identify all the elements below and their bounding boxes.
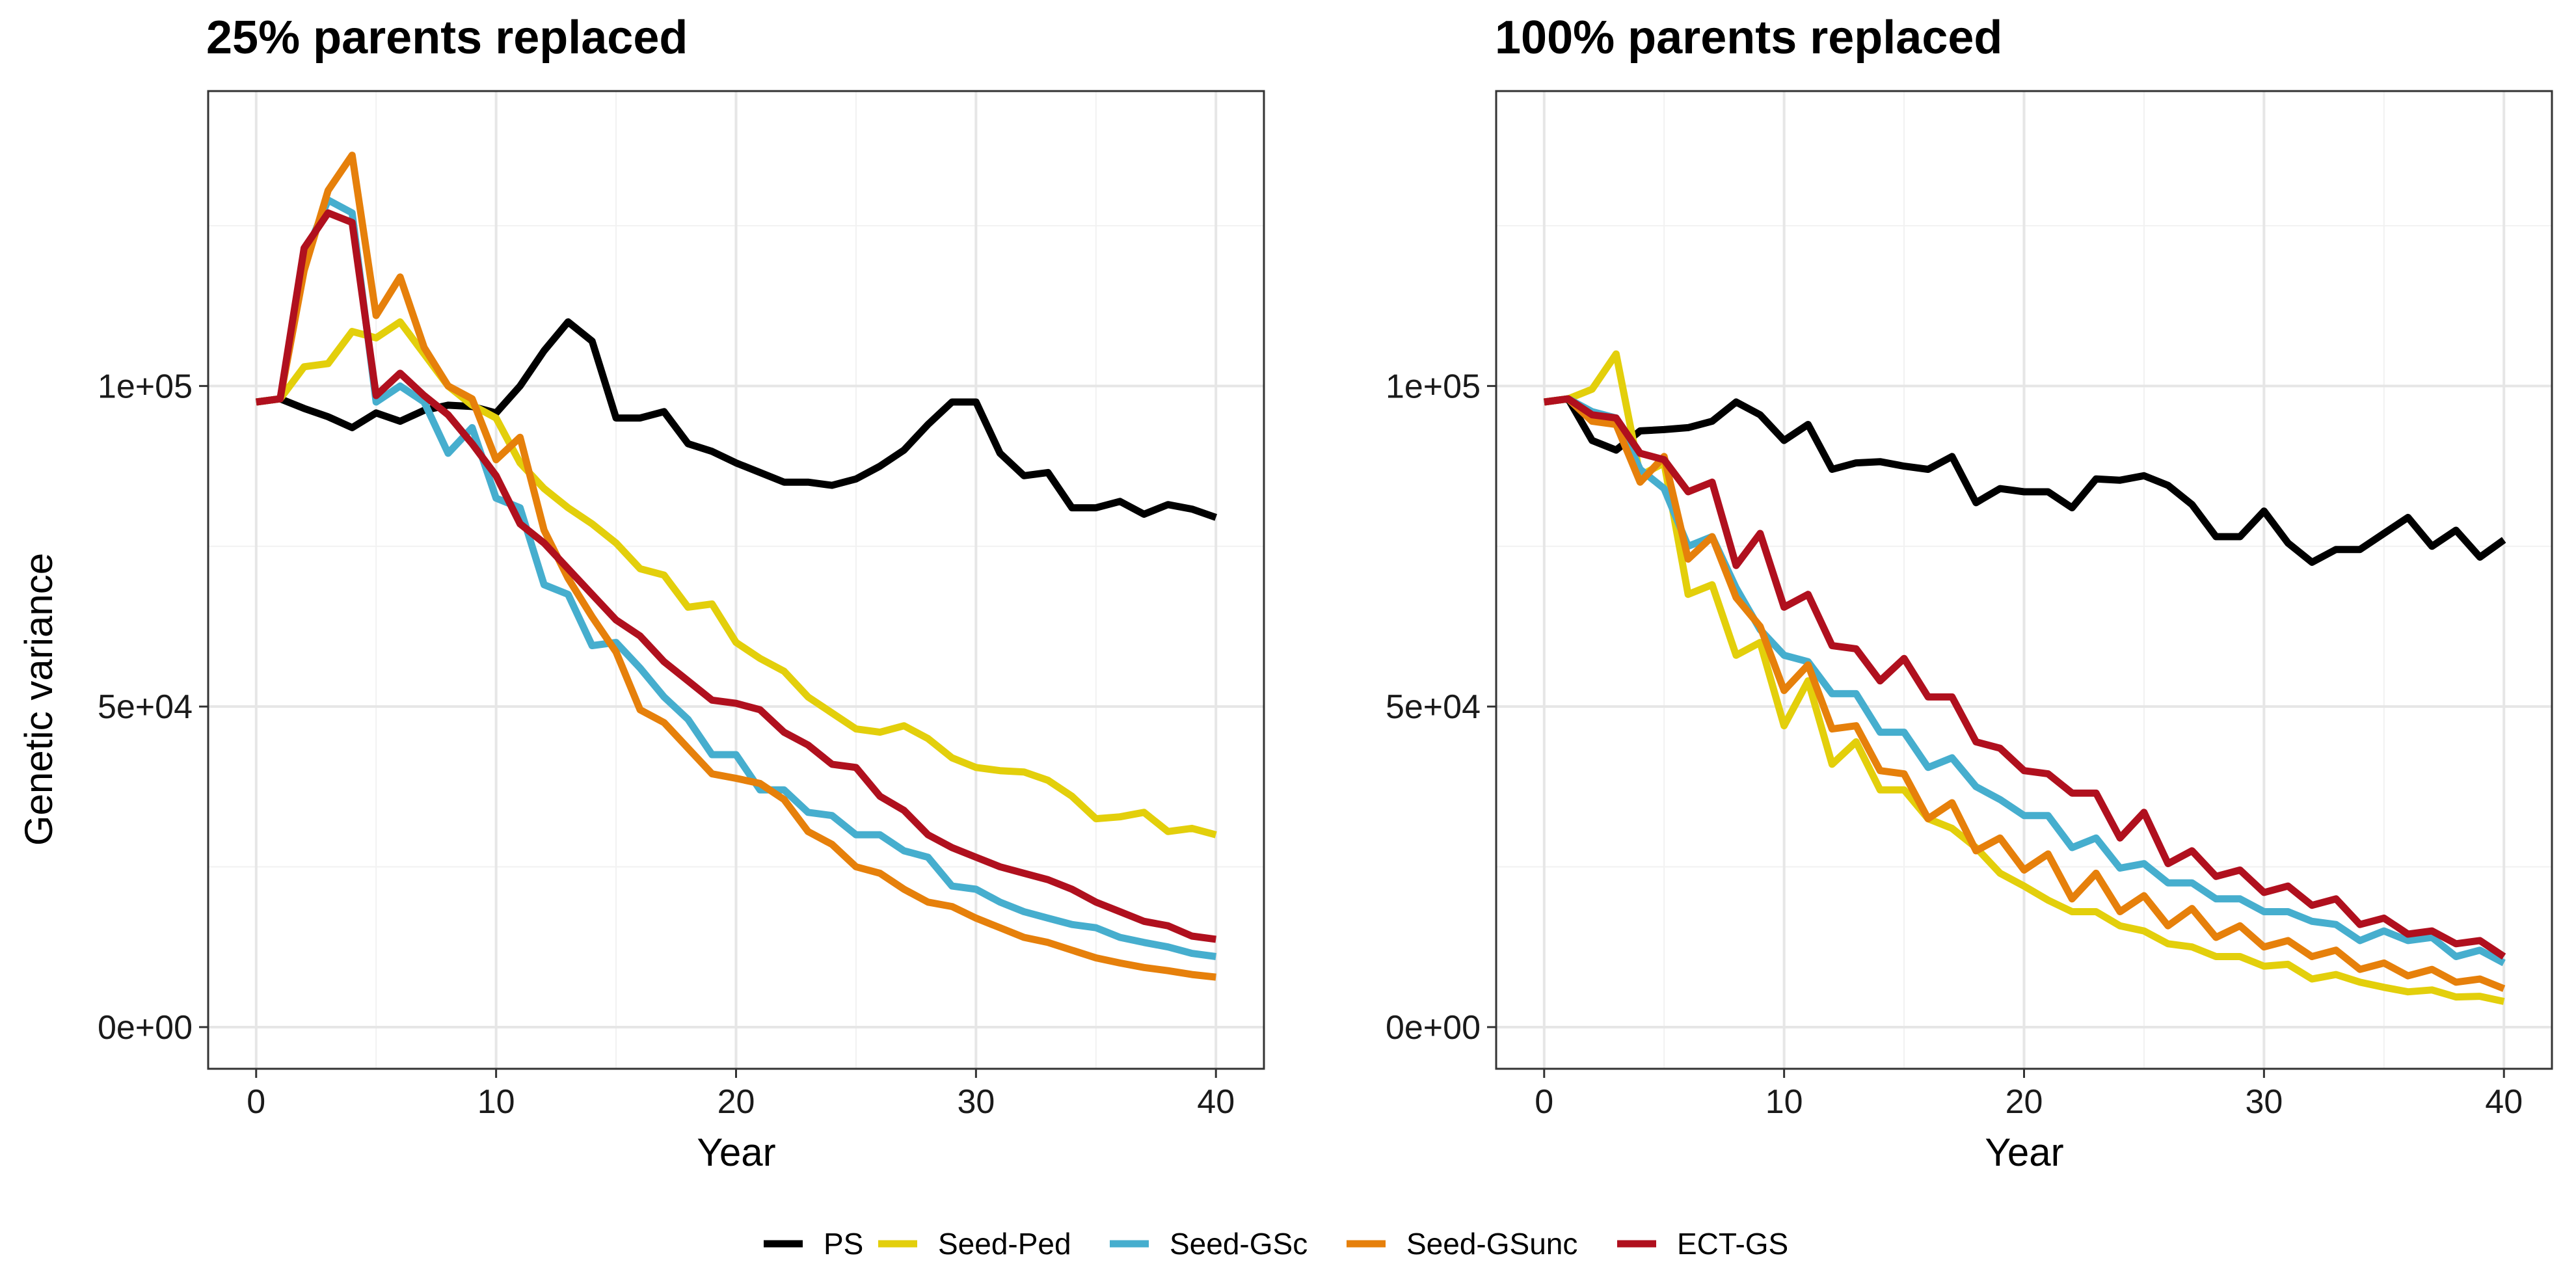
legend: PS Seed-Ped Seed-GSc Seed-GSunc ECT-GS <box>764 1227 1788 1261</box>
legend-label-ps: PS <box>824 1227 863 1261</box>
panel-right: 100% parents replaced Year 0 10 20 30 40 0e+0… <box>1386 12 2553 1174</box>
series-line-seed-ped-right <box>1544 350 2505 1005</box>
y-tick-label: 0e+00 <box>1386 1009 1481 1047</box>
x-tick-label: 20 <box>718 1083 755 1121</box>
panel-right-series <box>1544 350 2506 1005</box>
x-tick-label: 10 <box>1765 1083 1803 1121</box>
series-line-ps-right <box>1544 395 2506 566</box>
x-tick-label: 0 <box>247 1083 265 1121</box>
y-tick-label: 1e+05 <box>98 368 193 405</box>
x-tick-label: 30 <box>957 1083 995 1121</box>
series-line-seed-gsc-left <box>256 196 1216 960</box>
y-axis-title: Genetic variance <box>17 553 60 846</box>
panel-right-ticks: 0 10 20 30 40 0e+00 5e+04 1e+05 <box>1386 368 2523 1121</box>
y-tick-label: 5e+04 <box>98 688 193 726</box>
x-tick-label: 0 <box>1535 1083 1553 1121</box>
series-line-seed-gsunc-left <box>256 152 1216 981</box>
panel-left-x-axis-title: Year <box>697 1131 775 1174</box>
series-line-ect-gs-right <box>1544 395 2506 960</box>
legend-label-ect-gs: ECT-GS <box>1677 1227 1788 1261</box>
series-line-ect-gs-left <box>256 209 1216 943</box>
series-line-seed-gsunc-right <box>1544 395 2506 992</box>
panel-right-frame <box>1495 90 2553 1070</box>
y-tick-label: 0e+00 <box>98 1009 193 1047</box>
x-tick-label: 40 <box>1197 1083 1235 1121</box>
x-tick-label: 40 <box>2485 1083 2523 1121</box>
series-line-seed-ped-left <box>256 318 1217 839</box>
series-line-ps-left <box>256 318 1218 521</box>
x-tick-label: 20 <box>2006 1083 2043 1121</box>
panel-right-x-axis-title: Year <box>1985 1131 2063 1174</box>
legend-label-seed-gsc: Seed-GSc <box>1170 1227 1308 1261</box>
panel-left: 25% parents replaced Genetic variance Ye… <box>17 12 1265 1174</box>
panel-left-title: 25% parents replaced <box>206 12 688 64</box>
y-tick-label: 1e+05 <box>1386 368 1481 405</box>
panel-left-frame <box>207 90 1265 1070</box>
legend-label-seed-gsunc: Seed-GSunc <box>1406 1227 1577 1261</box>
x-tick-label: 10 <box>477 1083 515 1121</box>
panel-right-grid <box>1496 91 2552 1069</box>
y-tick-label: 5e+04 <box>1386 688 1481 726</box>
x-tick-label: 30 <box>2245 1083 2283 1121</box>
panel-left-ticks: 0 10 20 30 40 0e+00 5e+04 1e+05 <box>98 368 1235 1121</box>
panel-right-title: 100% parents replaced <box>1495 12 2002 64</box>
legend-label-seed-ped: Seed-Ped <box>938 1227 1071 1261</box>
panel-left-series <box>256 152 1218 981</box>
